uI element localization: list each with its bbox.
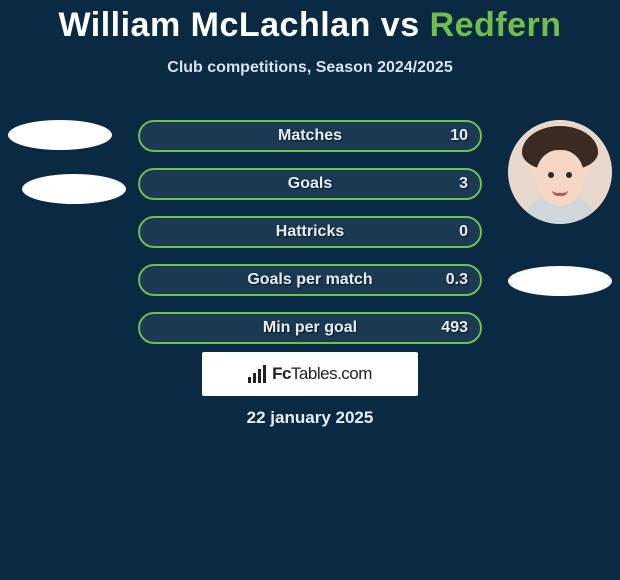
stat-bar-value-right: 493	[441, 319, 468, 337]
player1-name: William McLachlan	[58, 6, 370, 44]
stat-bar-label: Hattricks	[276, 223, 344, 241]
logo-text-strong: Fc	[272, 364, 291, 383]
player1-flag-placeholder	[22, 174, 126, 204]
stat-bar: Goals 3	[138, 168, 482, 200]
stat-bar-label: Goals	[288, 175, 332, 193]
logo-text: FcTables.com	[272, 364, 372, 384]
stat-bar-label: Min per goal	[263, 319, 357, 337]
player1-avatar-block	[8, 120, 126, 204]
stat-bar-label: Goals per match	[247, 271, 372, 289]
stat-bar: Goals per match 0.3	[138, 264, 482, 296]
stat-bars: Matches 10 Goals 3 Hattricks 0 Goals per match…	[138, 120, 482, 344]
comparison-title: William McLachlan vs Redfern	[0, 0, 620, 45]
stat-bar-value-right: 10	[450, 127, 468, 145]
vs-separator: vs	[371, 6, 430, 44]
player2-avatar	[508, 120, 612, 224]
stat-bar-value-right: 0	[459, 223, 468, 241]
date: 22 january 2025	[247, 408, 374, 428]
player2-avatar-illustration	[508, 120, 612, 224]
player2-avatar-block	[508, 120, 612, 296]
stat-bar: Min per goal 493	[138, 312, 482, 344]
player2-name: Redfern	[430, 6, 562, 44]
stat-bar-label: Matches	[278, 127, 342, 145]
stat-bar: Matches 10	[138, 120, 482, 152]
bar-chart-icon	[248, 365, 266, 383]
player2-flag-placeholder	[508, 266, 612, 296]
logo-text-rest: Tables.com	[291, 364, 372, 383]
player1-avatar-placeholder	[8, 120, 112, 150]
stat-bar-value-right: 3	[459, 175, 468, 193]
subtitle: Club competitions, Season 2024/2025	[0, 59, 620, 77]
stat-bar: Hattricks 0	[138, 216, 482, 248]
fctables-logo: FcTables.com	[202, 352, 418, 396]
stat-bar-value-right: 0.3	[446, 271, 468, 289]
